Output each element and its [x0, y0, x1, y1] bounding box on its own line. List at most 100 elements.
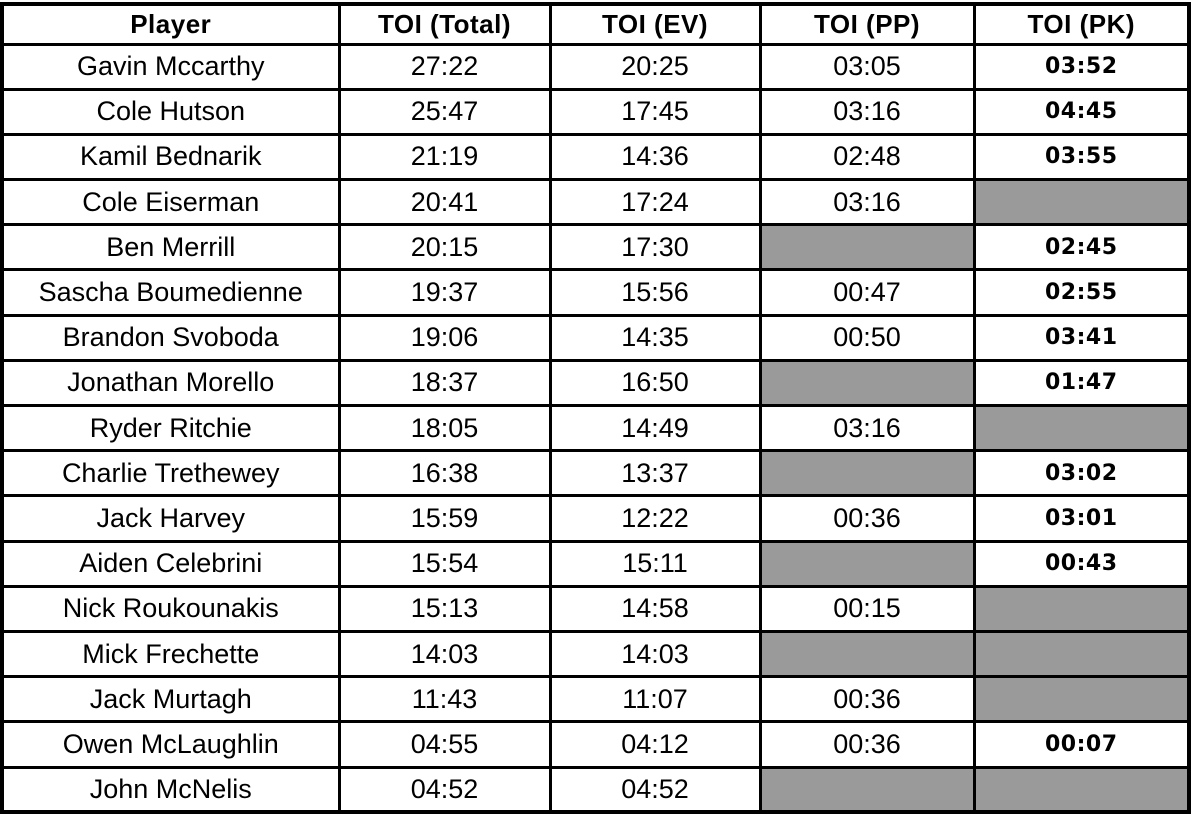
table-row: Jack Harvey 15:59 12:22 00:36 03:01: [0, 494, 1191, 543]
player-name-cell: Aiden Celebrini: [0, 539, 341, 588]
toi-pp-cell: [758, 539, 976, 588]
player-name-cell: Mick Frechette: [0, 629, 341, 679]
player-name-cell: Jack Murtagh: [0, 675, 341, 724]
toi-total-cell: 15:59: [337, 494, 552, 543]
toi-total-cell: 25:47: [337, 87, 552, 136]
toi-ev-cell: 11:07: [548, 675, 762, 724]
table-row: Jack Murtagh 11:43 11:07 00:36: [0, 675, 1191, 724]
toi-total-cell: 15:54: [337, 539, 552, 588]
table-body: Gavin Mccarthy 27:22 20:25 03:05 03:52 Cole H…: [0, 42, 1191, 814]
table-row: Ben Merrill 20:15 17:30 02:45: [0, 223, 1191, 272]
toi-ev-cell: 14:35: [548, 313, 762, 362]
player-name-cell: Charlie Trethewey: [0, 449, 341, 498]
player-name-cell: Nick Roukounakis: [0, 584, 341, 633]
header-toi-pp: TOI (PP): [758, 2, 976, 46]
table-header: Player TOI (Total) TOI (EV) TOI (PP) TOI…: [0, 2, 1191, 46]
toi-pp-cell: 02:48: [758, 132, 976, 182]
table-row: Jonathan Morello 18:37 16:50 01:47: [0, 358, 1191, 408]
table-row: Brandon Svoboda 19:06 14:35 00:50 03:41: [0, 313, 1191, 362]
toi-pk-cell: 02:55: [972, 268, 1191, 317]
toi-ev-cell: 15:56: [548, 268, 762, 317]
player-name-cell: Jack Harvey: [0, 494, 341, 543]
toi-ev-cell: 04:12: [548, 720, 762, 769]
toi-ev-cell: 17:24: [548, 178, 762, 227]
toi-ev-cell: 14:03: [548, 629, 762, 679]
toi-total-cell: 04:52: [337, 765, 552, 814]
toi-pp-cell: 03:16: [758, 178, 976, 227]
toi-total-cell: 19:06: [337, 313, 552, 362]
player-name-cell: Cole Eiserman: [0, 178, 341, 227]
player-name-cell: Brandon Svoboda: [0, 313, 341, 362]
toi-pk-cell: [972, 584, 1191, 633]
toi-total-cell: 27:22: [337, 42, 552, 91]
toi-pk-cell: 00:43: [972, 539, 1191, 588]
toi-ev-cell: 14:49: [548, 403, 762, 453]
toi-total-cell: 21:19: [337, 132, 552, 182]
toi-pk-cell: 01:47: [972, 358, 1191, 408]
toi-ev-cell: 04:52: [548, 765, 762, 814]
table-row: Aiden Celebrini 15:54 15:11 00:43: [0, 539, 1191, 588]
table-row: Sascha Boumedienne 19:37 15:56 00:47 02:55: [0, 268, 1191, 317]
toi-ev-cell: 12:22: [548, 494, 762, 543]
toi-pp-cell: 00:36: [758, 720, 976, 769]
toi-pk-cell: 03:55: [972, 132, 1191, 182]
table-row: Mick Frechette 14:03 14:03: [0, 629, 1191, 679]
player-name-cell: Ben Merrill: [0, 223, 341, 272]
toi-ev-cell: 13:37: [548, 449, 762, 498]
toi-pk-cell: 02:45: [972, 223, 1191, 272]
toi-pp-cell: 00:36: [758, 675, 976, 724]
toi-total-cell: 14:03: [337, 629, 552, 679]
header-toi-ev: TOI (EV): [548, 2, 762, 46]
toi-pp-cell: 03:16: [758, 87, 976, 136]
toi-pk-cell: 03:02: [972, 449, 1191, 498]
toi-total-cell: 20:15: [337, 223, 552, 272]
table-row: Kamil Bednarik 21:19 14:36 02:48 03:55: [0, 132, 1191, 182]
toi-total-cell: 15:13: [337, 584, 552, 633]
toi-pp-cell: [758, 629, 976, 679]
table-row: Ryder Ritchie 18:05 14:49 03:16: [0, 403, 1191, 453]
toi-pp-cell: 00:50: [758, 313, 976, 362]
player-name-cell: Kamil Bednarik: [0, 132, 341, 182]
header-row: Player TOI (Total) TOI (EV) TOI (PP) TOI…: [0, 2, 1191, 46]
player-name-cell: Ryder Ritchie: [0, 403, 341, 453]
table-row: Charlie Trethewey 16:38 13:37 03:02: [0, 449, 1191, 498]
table-row: Cole Eiserman 20:41 17:24 03:16: [0, 178, 1191, 227]
toi-ev-cell: 14:36: [548, 132, 762, 182]
toi-pp-cell: [758, 449, 976, 498]
table-row: Gavin Mccarthy 27:22 20:25 03:05 03:52: [0, 42, 1191, 91]
player-name-cell: Jonathan Morello: [0, 358, 341, 408]
player-name-cell: Owen McLaughlin: [0, 720, 341, 769]
toi-pp-cell: [758, 223, 976, 272]
toi-total-cell: 11:43: [337, 675, 552, 724]
toi-pp-cell: 03:05: [758, 42, 976, 91]
table-row: Nick Roukounakis 15:13 14:58 00:15: [0, 584, 1191, 633]
toi-ev-cell: 17:30: [548, 223, 762, 272]
toi-pp-cell: 03:16: [758, 403, 976, 453]
header-toi-pk: TOI (PK): [972, 2, 1191, 46]
toi-pk-cell: [972, 403, 1191, 453]
toi-pk-cell: 03:52: [972, 42, 1191, 91]
toi-ev-cell: 14:58: [548, 584, 762, 633]
toi-pk-cell: 03:01: [972, 494, 1191, 543]
toi-pk-cell: 04:45: [972, 87, 1191, 136]
toi-pk-cell: [972, 629, 1191, 679]
toi-pk-cell: [972, 178, 1191, 227]
header-toi-total: TOI (Total): [337, 2, 552, 46]
player-name-cell: John McNelis: [0, 765, 341, 814]
player-name-cell: Sascha Boumedienne: [0, 268, 341, 317]
toi-total-cell: 18:05: [337, 403, 552, 453]
toi-total-cell: 16:38: [337, 449, 552, 498]
toi-pk-cell: [972, 765, 1191, 814]
toi-pk-cell: [972, 675, 1191, 724]
header-player: Player: [0, 2, 341, 46]
player-name-cell: Gavin Mccarthy: [0, 42, 341, 91]
table-row: Cole Hutson 25:47 17:45 03:16 04:45: [0, 87, 1191, 136]
player-name-cell: Cole Hutson: [0, 87, 341, 136]
toi-total-cell: 20:41: [337, 178, 552, 227]
toi-ev-cell: 16:50: [548, 358, 762, 408]
toi-pp-cell: 00:36: [758, 494, 976, 543]
toi-ev-cell: 15:11: [548, 539, 762, 588]
toi-ev-cell: 20:25: [548, 42, 762, 91]
toi-pp-cell: [758, 765, 976, 814]
